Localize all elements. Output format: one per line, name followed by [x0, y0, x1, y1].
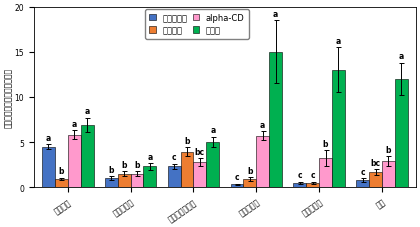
Text: b: b: [386, 146, 391, 155]
Text: a: a: [210, 126, 215, 135]
Text: a: a: [46, 133, 51, 142]
Text: b: b: [58, 167, 64, 176]
Text: a: a: [336, 37, 341, 46]
Text: a: a: [84, 107, 90, 116]
Bar: [81, 125, 94, 187]
Text: bc: bc: [195, 147, 205, 156]
Bar: [369, 172, 382, 187]
Bar: [194, 162, 206, 187]
Bar: [55, 179, 68, 187]
Text: b: b: [323, 139, 328, 148]
Text: b: b: [247, 166, 252, 175]
Bar: [144, 167, 156, 187]
Text: bc: bc: [370, 158, 381, 167]
Bar: [105, 178, 118, 187]
Bar: [319, 159, 332, 187]
Bar: [332, 71, 345, 187]
Bar: [181, 152, 194, 187]
Text: a: a: [147, 152, 152, 161]
Text: a: a: [399, 52, 404, 61]
Bar: [118, 174, 131, 187]
Text: c: c: [360, 167, 365, 176]
Text: b: b: [108, 165, 114, 174]
Text: c: c: [297, 171, 302, 180]
Bar: [244, 179, 256, 187]
Bar: [395, 79, 408, 187]
Text: a: a: [260, 121, 265, 129]
Text: a: a: [273, 10, 278, 19]
Text: c: c: [235, 173, 239, 182]
Bar: [68, 135, 81, 187]
Y-axis label: トリパルミチン含有率｛％｝: トリパルミチン含有率｛％｝: [4, 68, 13, 127]
Bar: [168, 167, 181, 187]
Text: b: b: [121, 160, 127, 169]
Bar: [293, 183, 306, 187]
Bar: [356, 180, 369, 187]
Bar: [206, 142, 219, 187]
Text: b: b: [134, 160, 140, 169]
Bar: [42, 147, 55, 187]
Bar: [269, 53, 282, 187]
Bar: [306, 183, 319, 187]
Bar: [231, 185, 244, 187]
Text: a: a: [71, 120, 77, 128]
Text: c: c: [172, 153, 176, 162]
Bar: [382, 161, 395, 187]
Bar: [131, 174, 144, 187]
Bar: [256, 136, 269, 187]
Text: c: c: [310, 171, 315, 180]
Text: b: b: [184, 137, 190, 146]
Legend: セルロース, キトサン, alpha-CD, 包接体: セルロース, キトサン, alpha-CD, 包接体: [145, 10, 249, 39]
